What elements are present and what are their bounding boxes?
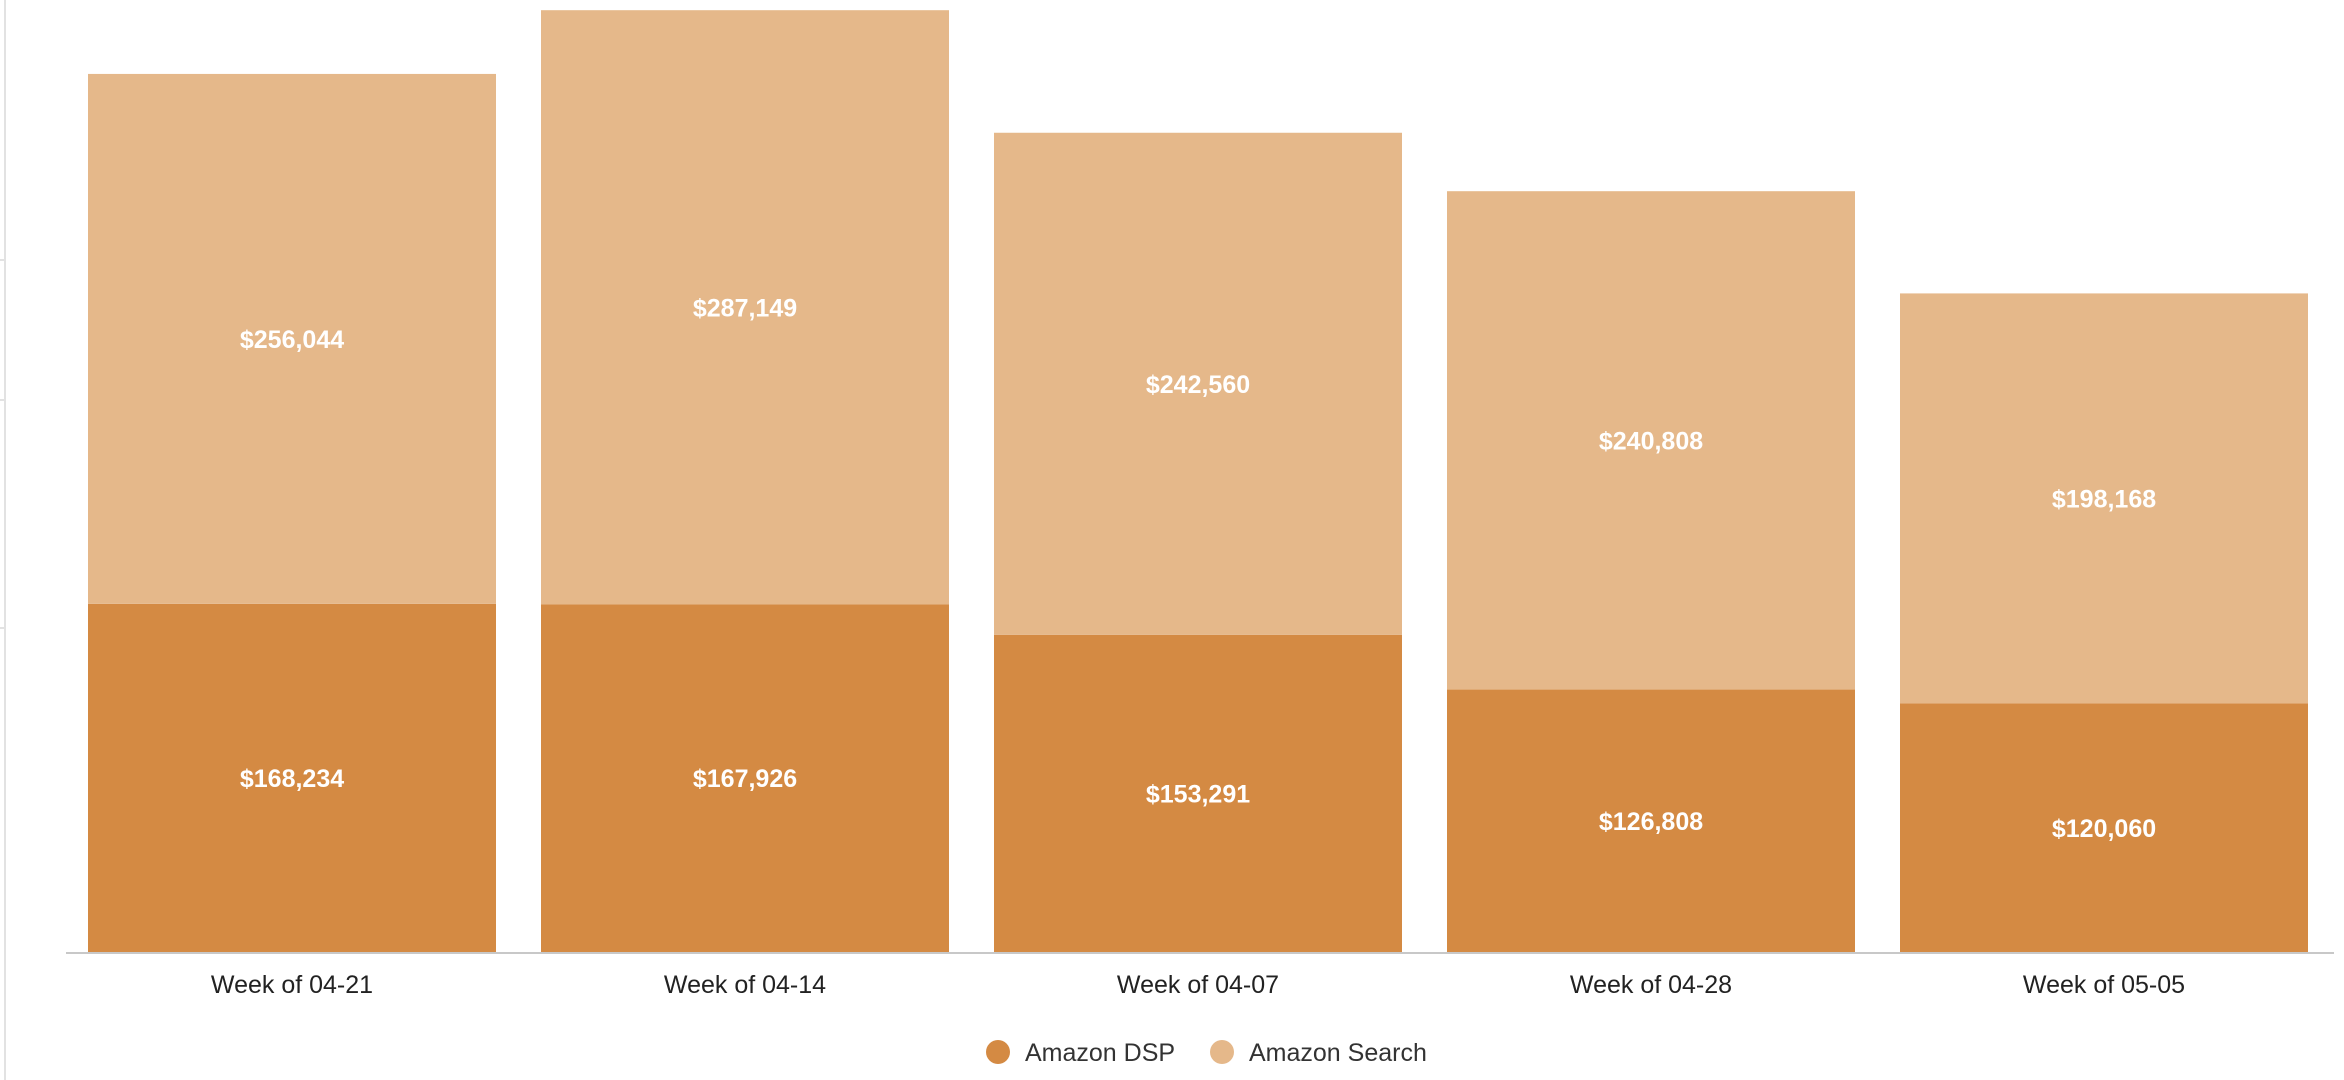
left-edge-decoration [0,0,6,1080]
bar-segment-amazon-search[interactable] [1900,293,2308,704]
legend-swatch-icon [1210,1040,1234,1064]
bar-segment-amazon-search[interactable] [1447,191,1855,690]
bar-value-label: $126,808 [1599,808,1703,836]
bar-value-label: $240,808 [1599,427,1703,455]
x-tick-label: Week of 04-07 [1117,971,1279,999]
bar-value-label: $256,044 [240,326,344,354]
bar-segment-amazon-search[interactable] [994,132,1402,635]
bar-value-label: $153,291 [1146,780,1250,808]
x-axis-tick-labels: Week of 04-21 Week of 04-14 Week of 04-07 W… [211,971,2185,999]
bar-value-label: $167,926 [693,765,797,793]
bar-segment-amazon-dsp[interactable] [88,603,496,952]
bar-value-label: $287,149 [693,294,797,322]
legend-swatch-icon [986,1040,1010,1064]
bars-layer [88,10,2308,952]
value-labels-layer: $168,234 $256,044 $167,926 $287,149 $153,291… [240,294,2156,842]
bar-segment-amazon-dsp[interactable] [1447,689,1855,952]
bar-segment-amazon-dsp[interactable] [541,604,949,952]
legend-item-amazon-dsp[interactable]: Amazon DSP [986,1039,1175,1067]
bar-segment-amazon-dsp[interactable] [994,634,1402,952]
x-tick-label: Week of 05-05 [2023,971,2185,999]
bar-value-label: $120,060 [2052,815,2156,843]
legend-item-amazon-search[interactable]: Amazon Search [1210,1039,1427,1067]
bar-segment-amazon-search[interactable] [88,73,496,604]
legend-label: Amazon DSP [1025,1039,1175,1067]
x-tick-label: Week of 04-28 [1570,971,1732,999]
bar-value-label: $168,234 [240,765,344,793]
x-tick-label: Week of 04-14 [664,971,826,999]
bar-value-label: $198,168 [2052,485,2156,513]
bar-segment-amazon-search[interactable] [541,10,949,605]
legend-label: Amazon Search [1249,1039,1427,1067]
x-tick-label: Week of 04-21 [211,971,373,999]
legend: Amazon DSP Amazon Search [986,1039,1427,1067]
bar-segment-amazon-dsp[interactable] [1900,703,2308,952]
bar-value-label: $242,560 [1146,371,1250,399]
